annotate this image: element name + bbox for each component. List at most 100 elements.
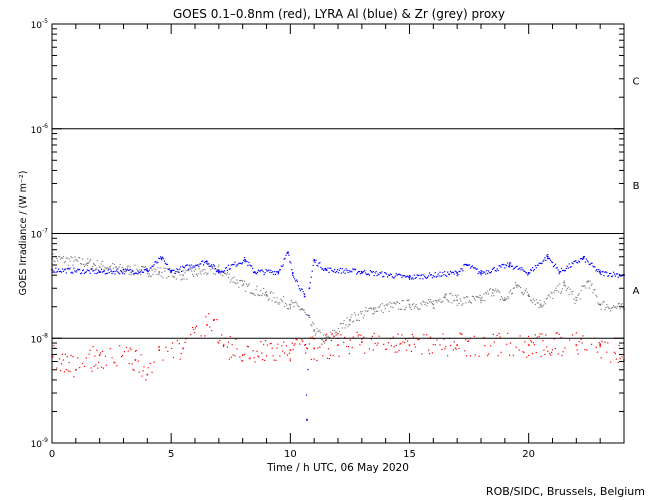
data-point xyxy=(466,355,468,357)
data-point xyxy=(556,332,558,334)
data-point xyxy=(273,273,275,276)
data-point xyxy=(352,268,354,270)
data-point xyxy=(483,293,485,295)
data-point xyxy=(503,298,505,301)
data-point xyxy=(277,273,280,275)
data-point xyxy=(542,340,544,342)
data-point xyxy=(480,270,482,272)
data-point xyxy=(565,267,567,270)
data-point xyxy=(344,336,346,339)
data-point xyxy=(373,307,375,309)
data-point xyxy=(445,274,447,276)
data-point xyxy=(225,266,228,269)
data-point xyxy=(619,308,621,310)
data-point xyxy=(252,267,254,270)
x-tick-label: 0 xyxy=(49,449,55,460)
data-point xyxy=(604,341,606,343)
data-point xyxy=(532,342,535,344)
data-point xyxy=(160,257,163,260)
data-point xyxy=(327,348,330,350)
data-point xyxy=(397,333,399,335)
data-point xyxy=(545,259,547,262)
data-point xyxy=(618,302,620,305)
data-point xyxy=(408,278,411,280)
data-point xyxy=(553,291,555,294)
data-point xyxy=(456,272,458,274)
data-point xyxy=(407,300,409,302)
data-point xyxy=(253,293,255,295)
data-point xyxy=(393,277,395,279)
data-point xyxy=(578,341,580,343)
data-point xyxy=(539,262,541,264)
data-point xyxy=(493,295,495,297)
data-point xyxy=(578,260,580,262)
data-point xyxy=(473,297,475,300)
data-point xyxy=(295,338,297,340)
data-point xyxy=(231,264,233,266)
data-point xyxy=(57,360,59,363)
data-point xyxy=(282,300,284,303)
data-point xyxy=(293,306,295,308)
data-point xyxy=(145,267,147,270)
data-point xyxy=(382,311,384,314)
data-point xyxy=(603,301,605,303)
data-point xyxy=(284,352,286,354)
data-point xyxy=(498,291,501,294)
data-point xyxy=(62,255,65,258)
data-point xyxy=(276,271,279,273)
data-point xyxy=(89,272,91,274)
data-point xyxy=(474,299,476,301)
data-point xyxy=(494,269,496,272)
data-point xyxy=(70,255,72,258)
data-point xyxy=(165,267,167,269)
data-point xyxy=(452,349,454,351)
data-point xyxy=(373,332,375,335)
data-point xyxy=(357,271,360,273)
data-point xyxy=(304,293,306,295)
data-point xyxy=(476,268,478,270)
data-point xyxy=(209,265,211,268)
data-point xyxy=(519,287,522,289)
data-point xyxy=(93,269,95,272)
data-point xyxy=(404,275,406,277)
data-point xyxy=(169,267,171,270)
data-point xyxy=(222,271,224,273)
data-point xyxy=(349,339,351,341)
data-point xyxy=(354,268,356,270)
data-point xyxy=(77,357,79,359)
data-point xyxy=(338,355,340,357)
data-point xyxy=(290,262,292,264)
data-point xyxy=(110,270,112,273)
data-point xyxy=(323,341,325,343)
data-point xyxy=(541,306,544,308)
data-point xyxy=(473,335,475,337)
data-point xyxy=(482,272,484,275)
data-point xyxy=(525,288,527,290)
data-point xyxy=(524,341,526,343)
data-point xyxy=(593,289,595,291)
data-point xyxy=(439,298,441,300)
data-point xyxy=(287,252,289,254)
data-point xyxy=(287,308,290,310)
data-point xyxy=(272,271,274,273)
data-point xyxy=(151,265,153,267)
data-point xyxy=(373,313,375,315)
data-point xyxy=(559,271,561,273)
data-point xyxy=(262,293,264,295)
data-point xyxy=(175,270,177,273)
data-point xyxy=(128,362,130,365)
data-point xyxy=(203,261,206,264)
data-point xyxy=(617,361,619,364)
data-point xyxy=(456,304,458,307)
data-point xyxy=(212,267,214,269)
data-point xyxy=(103,270,106,272)
data-point xyxy=(116,267,118,270)
data-point xyxy=(540,305,543,307)
data-point xyxy=(480,297,482,299)
data-point xyxy=(322,268,324,270)
data-point xyxy=(143,266,146,268)
data-point xyxy=(63,262,65,264)
data-point xyxy=(165,263,167,265)
data-point xyxy=(292,274,294,277)
data-point xyxy=(101,271,104,273)
